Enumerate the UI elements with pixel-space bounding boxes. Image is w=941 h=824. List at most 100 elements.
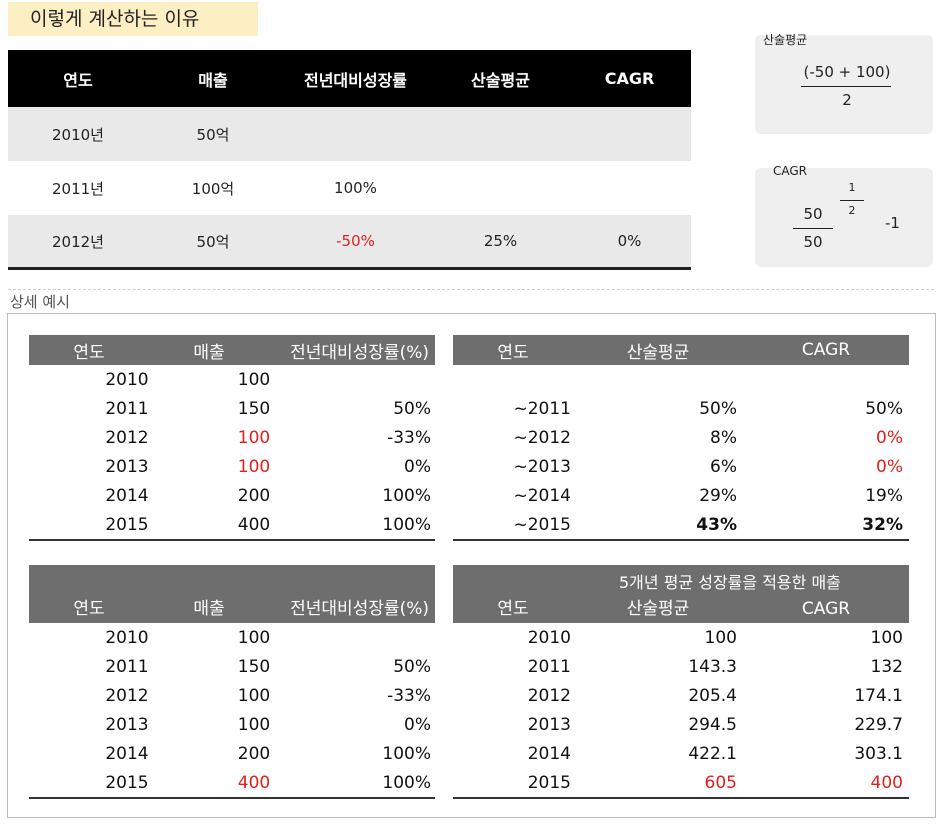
header-super: 5개년 평균 성장률을 적용한 매출 <box>619 573 841 592</box>
cell-sales: 100 <box>237 427 271 448</box>
cell-arith: 8% <box>710 427 737 448</box>
summary-table: 연도 매출 전년대비성장률 산술평균 CAGR 2010년 50억 2011년 … <box>8 50 691 270</box>
cell-cagr: 0% <box>876 427 903 448</box>
table-c-header: 연도 매출 전년대비성장률(%) <box>29 565 435 623</box>
formula-numerator: (-50 + 100) <box>803 63 891 81</box>
header-sales: 매출 <box>193 342 225 363</box>
exponent-bar <box>840 200 864 201</box>
table-row: 2011 143.3 132 <box>453 652 909 681</box>
header-arith-mean: 산술평균 <box>471 70 530 90</box>
table-row: 2015 605 400 <box>453 768 909 799</box>
cell-cagr: 100 <box>870 627 903 648</box>
summary-table-header: 연도 매출 전년대비성장률 산술평균 CAGR <box>8 50 691 107</box>
exponent-numerator: 1 <box>848 181 856 194</box>
cell-cagr: 0% <box>876 456 903 477</box>
header-cagr: CAGR <box>801 340 851 360</box>
cell-year: 2012년 <box>52 232 104 251</box>
cell-sales: 150 <box>237 398 271 419</box>
header-year: 연도 <box>73 599 105 619</box>
header-year: 연도 <box>497 342 529 363</box>
cell-sales: 100 <box>237 685 271 706</box>
cell-arith: 422.1 <box>688 743 737 764</box>
table-row-empty <box>453 365 909 394</box>
fraction-bar <box>801 86 891 87</box>
formula-denominator: 2 <box>842 91 852 109</box>
formula-label: CAGR <box>773 164 808 178</box>
arith-mean-formula-box: 산술평균 (-50 + 100) 2 <box>755 33 933 134</box>
cell-period: ~2013 <box>513 456 571 477</box>
cell-year: 2012 <box>105 427 149 448</box>
cell-sales: 50억 <box>196 232 230 251</box>
table-d-header: 5개년 평균 성장률을 적용한 매출 연도 산술평균 CAGR <box>453 565 909 623</box>
cell-yoy: 100% <box>382 772 431 793</box>
cell-sales: 100 <box>237 369 271 390</box>
cell-sales: 100억 <box>191 179 235 198</box>
table-row: 2013 100 0% <box>29 710 435 739</box>
cell-period: ~2011 <box>513 398 571 419</box>
cell-year: 2012 <box>105 685 149 706</box>
cell-arith: 25% <box>483 232 518 250</box>
table-row: 2014 200 100% <box>29 739 435 768</box>
cell-period: ~2014 <box>513 485 571 506</box>
cell-year: 2010 <box>105 627 149 648</box>
formula-label: 산술평균 <box>763 33 808 47</box>
cell-year: 2011 <box>527 656 571 677</box>
cell-cagr: 174.1 <box>854 685 903 706</box>
cell-year: 2015 <box>105 514 149 535</box>
cell-arith: 43% <box>696 514 737 535</box>
cell-sales: 100 <box>237 627 271 648</box>
cell-cagr: 19% <box>865 485 903 506</box>
cell-yoy: 0% <box>404 714 431 735</box>
table-a-header: 연도 매출 전년대비성장률(%) <box>29 335 435 365</box>
fraction-bar <box>793 228 833 229</box>
table-row: 2010 100 <box>29 623 435 652</box>
cell-year: 2010년 <box>52 125 104 144</box>
table-row: 2012 205.4 174.1 <box>453 681 909 710</box>
header-yoy-growth: 전년대비성장률 <box>303 70 408 90</box>
cell-sales: 100 <box>237 714 271 735</box>
cell-year: 2013 <box>105 456 149 477</box>
cell-sales: 200 <box>237 743 271 764</box>
table-row: 2015 400 100% <box>29 510 435 541</box>
table-row: 2012년 50억 -50% 25% 0% <box>8 215 691 270</box>
cell-yoy: 100% <box>382 743 431 764</box>
cell-year: 2014 <box>527 743 571 764</box>
cell-arith: 100 <box>704 627 737 648</box>
table-row: 2010 100 100 <box>453 623 909 652</box>
cell-yoy: 100% <box>334 179 377 197</box>
page-title: 이렇게 계산하는 이유 <box>8 2 258 36</box>
cell-year: 2015 <box>105 772 149 793</box>
cell-period: ~2012 <box>513 427 571 448</box>
cell-sales: 200 <box>237 485 271 506</box>
cell-arith: 29% <box>699 485 737 506</box>
cell-yoy: 100% <box>382 514 431 535</box>
table-row: ~2011 50% 50% <box>453 394 909 423</box>
section-label: 상세 예시 <box>10 293 70 311</box>
table-d: 5개년 평균 성장률을 적용한 매출 연도 산술평균 CAGR 2010 100… <box>453 565 909 799</box>
cell-yoy: -50% <box>336 232 375 250</box>
table-row: 2010 100 <box>29 365 435 394</box>
cell-arith: 50% <box>699 398 737 419</box>
table-a: 연도 매출 전년대비성장률(%) 2010 100 2011 150 50% 2… <box>29 335 435 541</box>
cell-cagr: 303.1 <box>854 743 903 764</box>
cell-cagr: 132 <box>870 656 903 677</box>
cell-year: 2014 <box>105 743 149 764</box>
cell-arith: 205.4 <box>688 685 737 706</box>
cell-yoy: 50% <box>393 656 431 677</box>
cell-year: 2010 <box>527 627 571 648</box>
cell-year: 2014 <box>105 485 149 506</box>
header-sales: 매출 <box>193 599 225 619</box>
header-sales: 매출 <box>198 70 228 90</box>
table-row: 2014 422.1 303.1 <box>453 739 909 768</box>
header-arith-mean: 산술평균 <box>626 599 690 619</box>
table-b: 연도 산술평균 CAGR ~2011 50% 50% ~2012 8% 0% ~… <box>453 335 909 541</box>
cell-arith: 6% <box>710 456 737 477</box>
cell-year: 2012 <box>527 685 571 706</box>
cell-yoy: -33% <box>387 685 431 706</box>
table-row: 2011 150 50% <box>29 652 435 681</box>
header-cagr: CAGR <box>801 599 851 619</box>
cell-cagr: 400 <box>870 772 903 793</box>
header-yoy-growth: 전년대비성장률(%) <box>290 599 429 619</box>
cell-year: 2011년 <box>52 179 104 198</box>
table-b-header: 연도 산술평균 CAGR <box>453 335 909 365</box>
